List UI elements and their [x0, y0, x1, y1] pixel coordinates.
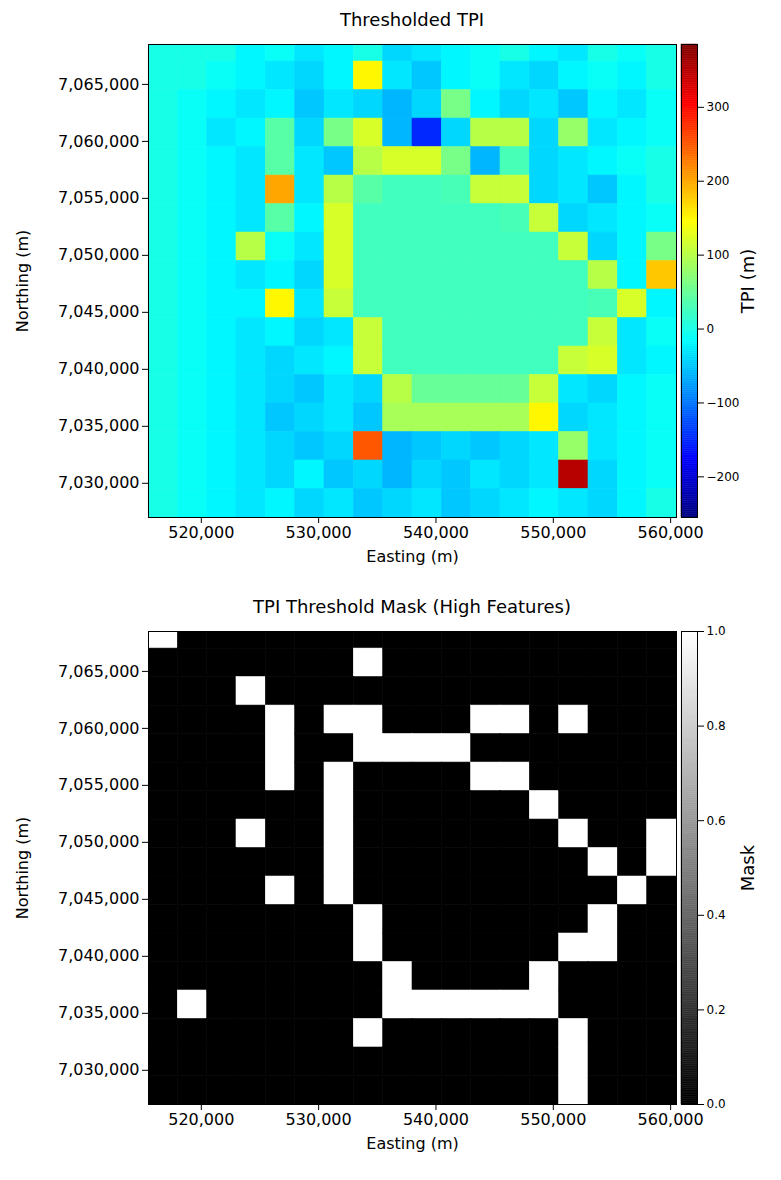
svg-text:Easting (m): Easting (m) [366, 1134, 458, 1153]
svg-text:7,035,000: 7,035,000 [58, 1003, 139, 1022]
svg-text:7,060,000: 7,060,000 [58, 131, 139, 150]
svg-text:Mask: Mask [737, 844, 758, 891]
svg-text:7,055,000: 7,055,000 [58, 775, 139, 794]
svg-text:7,040,000: 7,040,000 [58, 359, 139, 378]
svg-text:−200: −200 [707, 470, 740, 484]
svg-text:0: 0 [707, 322, 715, 336]
svg-text:0.4: 0.4 [707, 908, 726, 922]
svg-text:7,030,000: 7,030,000 [58, 473, 139, 492]
svg-text:0.8: 0.8 [707, 719, 726, 733]
svg-text:530,000: 530,000 [286, 523, 352, 542]
svg-text:550,000: 550,000 [520, 1110, 586, 1129]
svg-text:7,050,000: 7,050,000 [58, 832, 139, 851]
html-text:TPI Threshold Mask (High Featu: TPI Threshold Mask (High Features) [253, 596, 571, 617]
svg-text:200: 200 [707, 174, 730, 188]
svg-text:Northing (m): Northing (m) [13, 817, 32, 920]
svg-text:7,065,000: 7,065,000 [58, 662, 139, 681]
svg-text:1.0: 1.0 [707, 624, 726, 638]
svg-text:7,045,000: 7,045,000 [58, 302, 139, 321]
svg-text:530,000: 530,000 [286, 1110, 352, 1129]
svg-text:−100: −100 [707, 396, 740, 410]
svg-text:7,045,000: 7,045,000 [58, 889, 139, 908]
svg-text:540,000: 540,000 [403, 1110, 469, 1129]
svg-text:520,000: 520,000 [168, 523, 234, 542]
svg-text:Northing (m): Northing (m) [13, 230, 32, 333]
svg-text:7,050,000: 7,050,000 [58, 245, 139, 264]
svg-text:Easting (m): Easting (m) [366, 547, 458, 566]
svg-text:100: 100 [707, 248, 730, 262]
svg-text:7,035,000: 7,035,000 [58, 416, 139, 435]
svg-text:0.6: 0.6 [707, 814, 726, 828]
html-text:Thresholded TPI: Thresholded TPI [340, 9, 484, 30]
svg-text:7,030,000: 7,030,000 [58, 1060, 139, 1079]
svg-text:540,000: 540,000 [403, 523, 469, 542]
svg-text:300: 300 [707, 100, 730, 114]
svg-text:7,055,000: 7,055,000 [58, 188, 139, 207]
svg-text:TPI (m): TPI (m) [737, 249, 758, 314]
svg-text:560,000: 560,000 [638, 523, 704, 542]
svg-text:550,000: 550,000 [520, 523, 586, 542]
svg-text:7,040,000: 7,040,000 [58, 946, 139, 965]
svg-text:7,065,000: 7,065,000 [58, 75, 139, 94]
svg-text:520,000: 520,000 [168, 1110, 234, 1129]
svg-text:560,000: 560,000 [638, 1110, 704, 1129]
svg-text:7,060,000: 7,060,000 [58, 718, 139, 737]
svg-text:0.2: 0.2 [707, 1003, 726, 1017]
svg-text:0.0: 0.0 [707, 1097, 726, 1111]
